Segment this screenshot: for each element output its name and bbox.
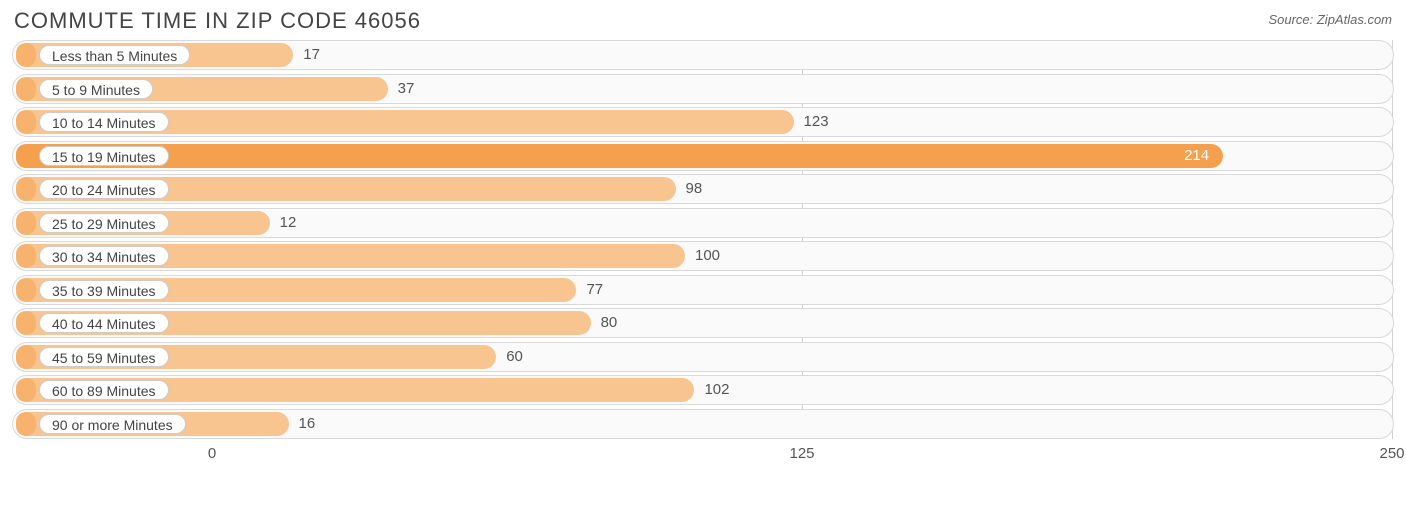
chart-source: Source: ZipAtlas.com xyxy=(1268,12,1392,27)
bar-left-accent xyxy=(16,244,36,268)
x-axis: 0125250 xyxy=(12,443,1394,473)
value-label: 80 xyxy=(601,309,618,338)
chart-area: Less than 5 Minutes 17 5 to 9 Minutes 37 10 … xyxy=(12,40,1394,473)
category-pill: 30 to 34 Minutes xyxy=(39,246,169,266)
value-label: 100 xyxy=(695,242,720,271)
bar-left-accent xyxy=(16,77,36,101)
bar-row: 10 to 14 Minutes 123 xyxy=(12,107,1394,137)
value-label: 123 xyxy=(804,108,829,137)
category-pill: Less than 5 Minutes xyxy=(39,45,190,65)
bar-left-accent xyxy=(16,110,36,134)
bar-row: 20 to 24 Minutes 98 xyxy=(12,174,1394,204)
value-label: 214 xyxy=(1184,142,1209,171)
value-label: 77 xyxy=(586,276,603,305)
bar-row: 45 to 59 Minutes 60 xyxy=(12,342,1394,372)
value-label: 60 xyxy=(506,343,523,372)
category-pill: 60 to 89 Minutes xyxy=(39,380,169,400)
chart-title: COMMUTE TIME IN ZIP CODE 46056 xyxy=(14,8,421,34)
bar-row: 90 or more Minutes 16 xyxy=(12,409,1394,439)
bar-left-accent xyxy=(16,144,36,168)
category-pill: 10 to 14 Minutes xyxy=(39,112,169,132)
chart-header: COMMUTE TIME IN ZIP CODE 46056 Source: Z… xyxy=(12,8,1394,34)
value-label: 102 xyxy=(704,376,729,405)
x-tick: 0 xyxy=(208,445,216,462)
x-tick: 250 xyxy=(1379,445,1404,462)
category-pill: 5 to 9 Minutes xyxy=(39,79,153,99)
bar-left-accent xyxy=(16,211,36,235)
bar-row: 30 to 34 Minutes 100 xyxy=(12,241,1394,271)
value-label: 17 xyxy=(303,41,320,70)
bar-row: Less than 5 Minutes 17 xyxy=(12,40,1394,70)
value-label: 37 xyxy=(398,75,415,104)
bar-row: 15 to 19 Minutes 214 xyxy=(12,141,1394,171)
bar-left-accent xyxy=(16,278,36,302)
category-pill: 45 to 59 Minutes xyxy=(39,347,169,367)
chart-container: COMMUTE TIME IN ZIP CODE 46056 Source: Z… xyxy=(0,0,1406,523)
value-label: 16 xyxy=(299,410,316,439)
category-pill: 40 to 44 Minutes xyxy=(39,313,169,333)
category-pill: 90 or more Minutes xyxy=(39,414,186,434)
category-pill: 25 to 29 Minutes xyxy=(39,213,169,233)
bar-row: 40 to 44 Minutes 80 xyxy=(12,308,1394,338)
bar-left-accent xyxy=(16,345,36,369)
x-tick: 125 xyxy=(789,445,814,462)
value-label: 98 xyxy=(686,175,703,204)
bar-left-accent xyxy=(16,412,36,436)
bar xyxy=(16,144,1223,168)
bar-left-accent xyxy=(16,378,36,402)
category-pill: 15 to 19 Minutes xyxy=(39,146,169,166)
bar-left-accent xyxy=(16,311,36,335)
gridline xyxy=(1392,40,1393,439)
bar-left-accent xyxy=(16,177,36,201)
category-pill: 35 to 39 Minutes xyxy=(39,280,169,300)
bar-row: 25 to 29 Minutes 12 xyxy=(12,208,1394,238)
bar-row: 60 to 89 Minutes 102 xyxy=(12,375,1394,405)
bar-row: 35 to 39 Minutes 77 xyxy=(12,275,1394,305)
bar-left-accent xyxy=(16,43,36,67)
category-pill: 20 to 24 Minutes xyxy=(39,179,169,199)
value-label: 12 xyxy=(280,209,297,238)
bar-row: 5 to 9 Minutes 37 xyxy=(12,74,1394,104)
